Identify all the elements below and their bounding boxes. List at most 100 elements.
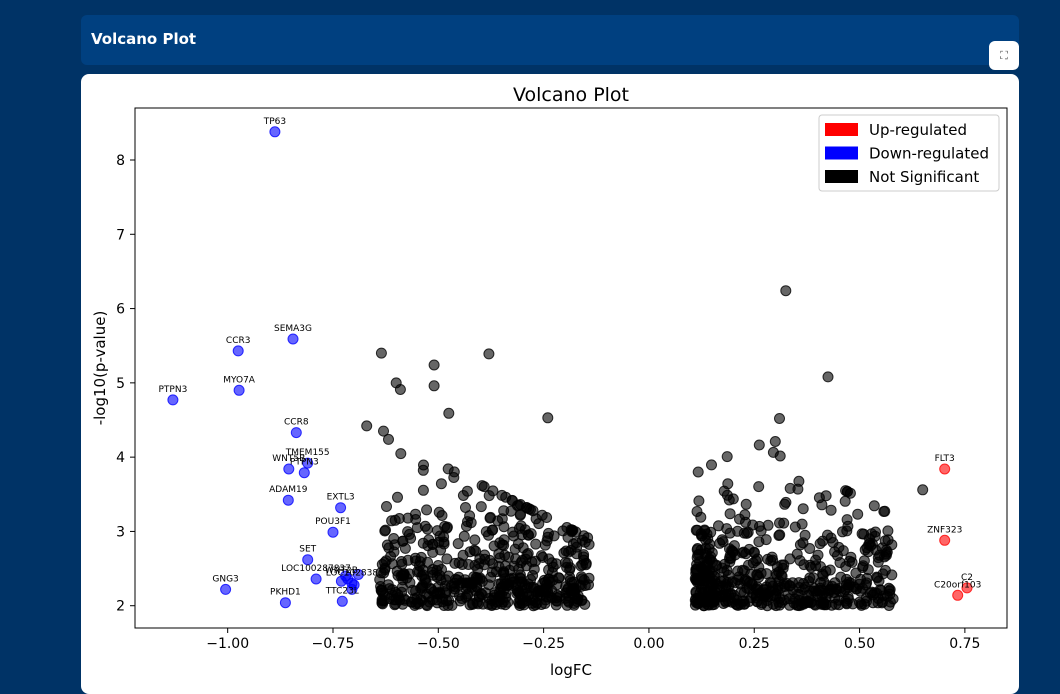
ns-point — [452, 538, 464, 550]
point-label: FLT3 — [935, 454, 955, 464]
point-label: CCR8 — [284, 418, 309, 428]
point-label: SET — [299, 545, 316, 555]
y-axis: 2 3 4 5 6 7 8 — [116, 153, 135, 615]
ns-point — [436, 510, 448, 521]
ns-point — [799, 529, 811, 541]
down-point — [282, 494, 294, 506]
ns-point — [384, 583, 396, 595]
ns-point — [841, 573, 852, 585]
ns-point — [797, 503, 809, 515]
ns-point — [571, 596, 583, 607]
ns-point — [695, 511, 707, 523]
ns-point — [502, 596, 514, 608]
ns-point — [706, 459, 717, 471]
y-tick-label: 7 — [116, 227, 125, 243]
ns-point — [536, 509, 548, 521]
ns-point — [784, 553, 796, 565]
ns-point — [523, 503, 535, 515]
ns-point — [554, 591, 566, 602]
ns-point — [767, 446, 779, 458]
ns-point — [724, 508, 736, 520]
x-axis-label: logFC — [550, 661, 592, 679]
ns-point — [421, 504, 433, 516]
legend-box — [818, 114, 1000, 192]
ns-point — [707, 596, 719, 608]
ns-point — [398, 568, 410, 580]
ns-point — [469, 534, 481, 546]
ns-point — [375, 347, 387, 359]
ns-point — [383, 542, 395, 554]
ns-point — [566, 576, 578, 588]
legend: Up-regulated Down-regulated Not Significan… — [818, 114, 1000, 192]
ns-point — [435, 478, 447, 490]
point-label: LOC100287837 — [281, 564, 351, 574]
ns-point — [690, 564, 702, 576]
ns-point — [780, 285, 792, 297]
ns-point — [780, 496, 792, 508]
ns-point — [699, 559, 711, 571]
down-point — [335, 575, 347, 587]
point-label: PTPN3 — [290, 458, 319, 468]
ns-point — [820, 490, 832, 502]
down-point — [346, 577, 358, 589]
ns-point — [747, 557, 759, 569]
ns-point — [480, 526, 492, 538]
legend-label: Not Significant — [869, 168, 979, 186]
ns-point — [494, 591, 506, 602]
ns-point — [441, 522, 453, 534]
ns-point — [531, 586, 543, 598]
ns-point — [853, 596, 865, 608]
point-label: WNT2B — [325, 566, 358, 576]
ns-point — [727, 545, 738, 557]
ns-point — [431, 525, 443, 537]
point-label: EXTL3 — [327, 493, 355, 503]
ns-point — [564, 564, 576, 576]
ns-point — [381, 501, 392, 512]
ns-point — [575, 560, 587, 572]
y-tick-label: 6 — [116, 302, 125, 318]
ns-point — [810, 554, 822, 566]
down-point — [302, 457, 314, 469]
ns-point — [577, 534, 588, 546]
down-point — [302, 554, 314, 566]
ns-point — [508, 530, 520, 542]
x-tick-label: −0.25 — [522, 636, 565, 652]
ns-point — [760, 584, 772, 596]
ns-point — [443, 570, 454, 582]
expand-button[interactable]: ⛶ — [989, 41, 1019, 70]
ns-point — [873, 575, 885, 587]
x-tick-label: 0.25 — [739, 636, 770, 652]
down-point — [269, 126, 281, 138]
ns-point — [766, 551, 778, 563]
ns-point — [514, 569, 526, 581]
ns-point — [507, 576, 519, 588]
ns-point — [437, 592, 449, 604]
point-label: GNG3 — [212, 574, 238, 584]
ns-point — [794, 555, 806, 567]
ns-point — [753, 481, 765, 493]
ns-point — [493, 548, 505, 560]
x-tick-label: −0.50 — [417, 636, 460, 652]
ns-point — [789, 521, 801, 533]
ns-point — [417, 484, 429, 496]
ns-point — [375, 567, 387, 579]
down-point — [327, 526, 339, 538]
ns-point — [793, 589, 805, 601]
panel-title: Volcano Plot — [91, 30, 197, 48]
ns-point — [490, 566, 502, 578]
ns-point — [457, 490, 469, 501]
ns-point — [753, 439, 765, 451]
ns-point — [693, 495, 705, 507]
ns-point — [739, 509, 751, 521]
ns-point — [471, 597, 483, 608]
down-point — [279, 597, 291, 609]
legend-swatch — [825, 146, 858, 160]
ns-point — [833, 599, 845, 611]
ns-point — [411, 522, 423, 534]
ns-point — [841, 486, 853, 498]
ns-point — [816, 499, 828, 511]
ns-point — [543, 527, 554, 539]
point-labels: TP63 SEMA3G CCR3 MYO7A PTPN3 CCR8 TMEM155WNT5B… — [158, 117, 981, 598]
ns-point — [714, 537, 726, 549]
ns-point — [857, 560, 869, 572]
